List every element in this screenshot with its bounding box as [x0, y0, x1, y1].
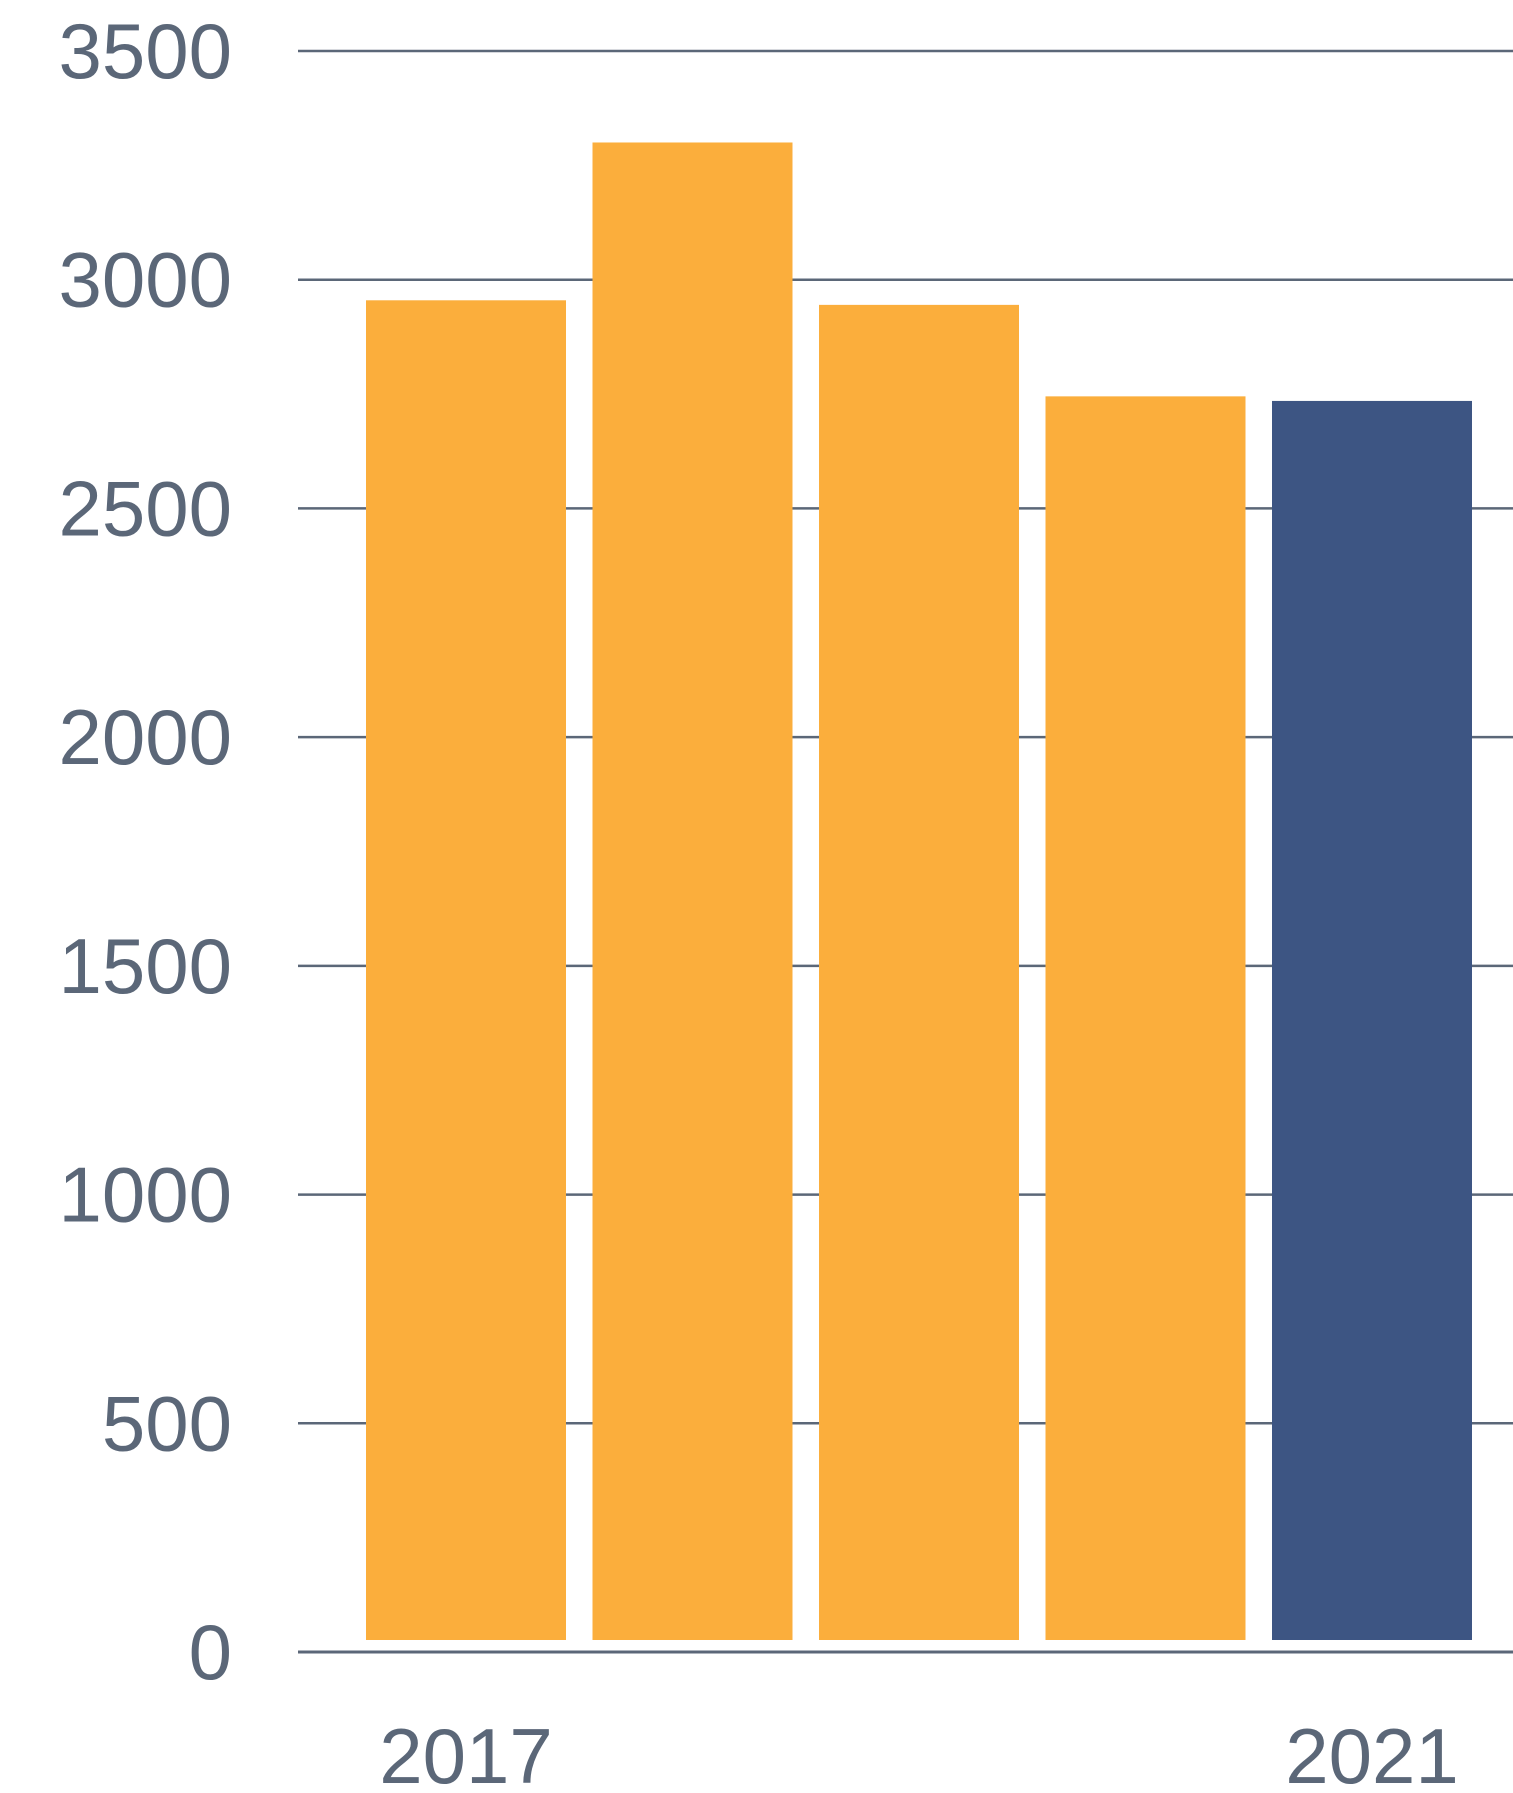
y-tick-label-1000: 1000 — [58, 1151, 232, 1239]
y-tick-label-2500: 2500 — [58, 464, 232, 552]
y-tick-label-3500: 3500 — [58, 7, 232, 95]
bar-2017 — [366, 300, 566, 1640]
y-tick-label-0: 0 — [189, 1608, 232, 1696]
y-tick-labels: 0 500 1000 1500 2000 2500 3000 3500 — [58, 7, 232, 1696]
bar-2019 — [819, 304, 1019, 1641]
bar-2020 — [1045, 396, 1246, 1640]
x-tick-label-2021: 2021 — [1285, 1712, 1459, 1793]
bar-2018 — [592, 142, 793, 1640]
y-tick-label-500: 500 — [102, 1379, 232, 1467]
x-tick-label-2017: 2017 — [379, 1712, 553, 1793]
y-tick-label-1500: 1500 — [58, 922, 232, 1010]
y-tick-label-2000: 2000 — [58, 693, 232, 781]
y-tick-label-3000: 3000 — [58, 236, 232, 324]
bars — [366, 142, 1472, 1641]
x-tick-labels: 2017 2021 — [379, 1712, 1459, 1793]
bar-2021 — [1272, 400, 1472, 1640]
